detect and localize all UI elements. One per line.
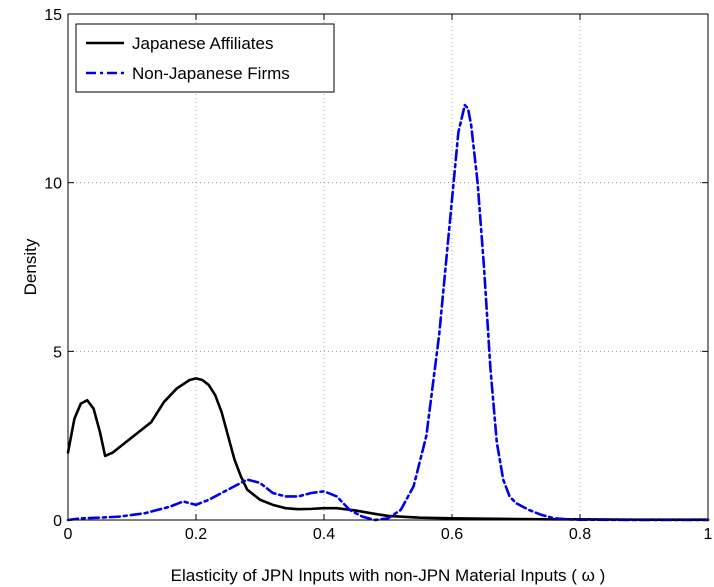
grid-lines	[68, 14, 708, 520]
plot-series	[66, 103, 710, 522]
legend-box	[75, 23, 335, 93]
y-tick-label: 15	[44, 7, 62, 24]
x-tick-label: 0.4	[313, 526, 335, 543]
y-tick-label: 0	[53, 513, 62, 530]
series-line-japanese-affiliates	[66, 377, 710, 521]
x-tick-label: 0	[64, 526, 73, 543]
y-tick-label: 10	[44, 176, 62, 193]
legend-label-non-japanese-firms: Non-Japanese Firms	[132, 64, 290, 83]
x-tick-label: 1	[704, 526, 713, 543]
legend: Japanese Affiliates Non-Japanese Firms	[75, 23, 335, 93]
legend-label-japanese-affiliates: Japanese Affiliates	[132, 34, 273, 53]
x-axis-label: Elasticity of JPN Inputs with non-JPN Ma…	[171, 566, 606, 585]
x-tick-label: 0.2	[185, 526, 207, 543]
plot-frame	[67, 13, 709, 521]
x-tick-label: 0.6	[441, 526, 463, 543]
series-line-non-japanese-firms	[66, 103, 710, 522]
y-tick-label: 5	[53, 344, 62, 361]
x-tick-label: 0.8	[569, 526, 591, 543]
y-axis-label: Density	[21, 238, 40, 295]
